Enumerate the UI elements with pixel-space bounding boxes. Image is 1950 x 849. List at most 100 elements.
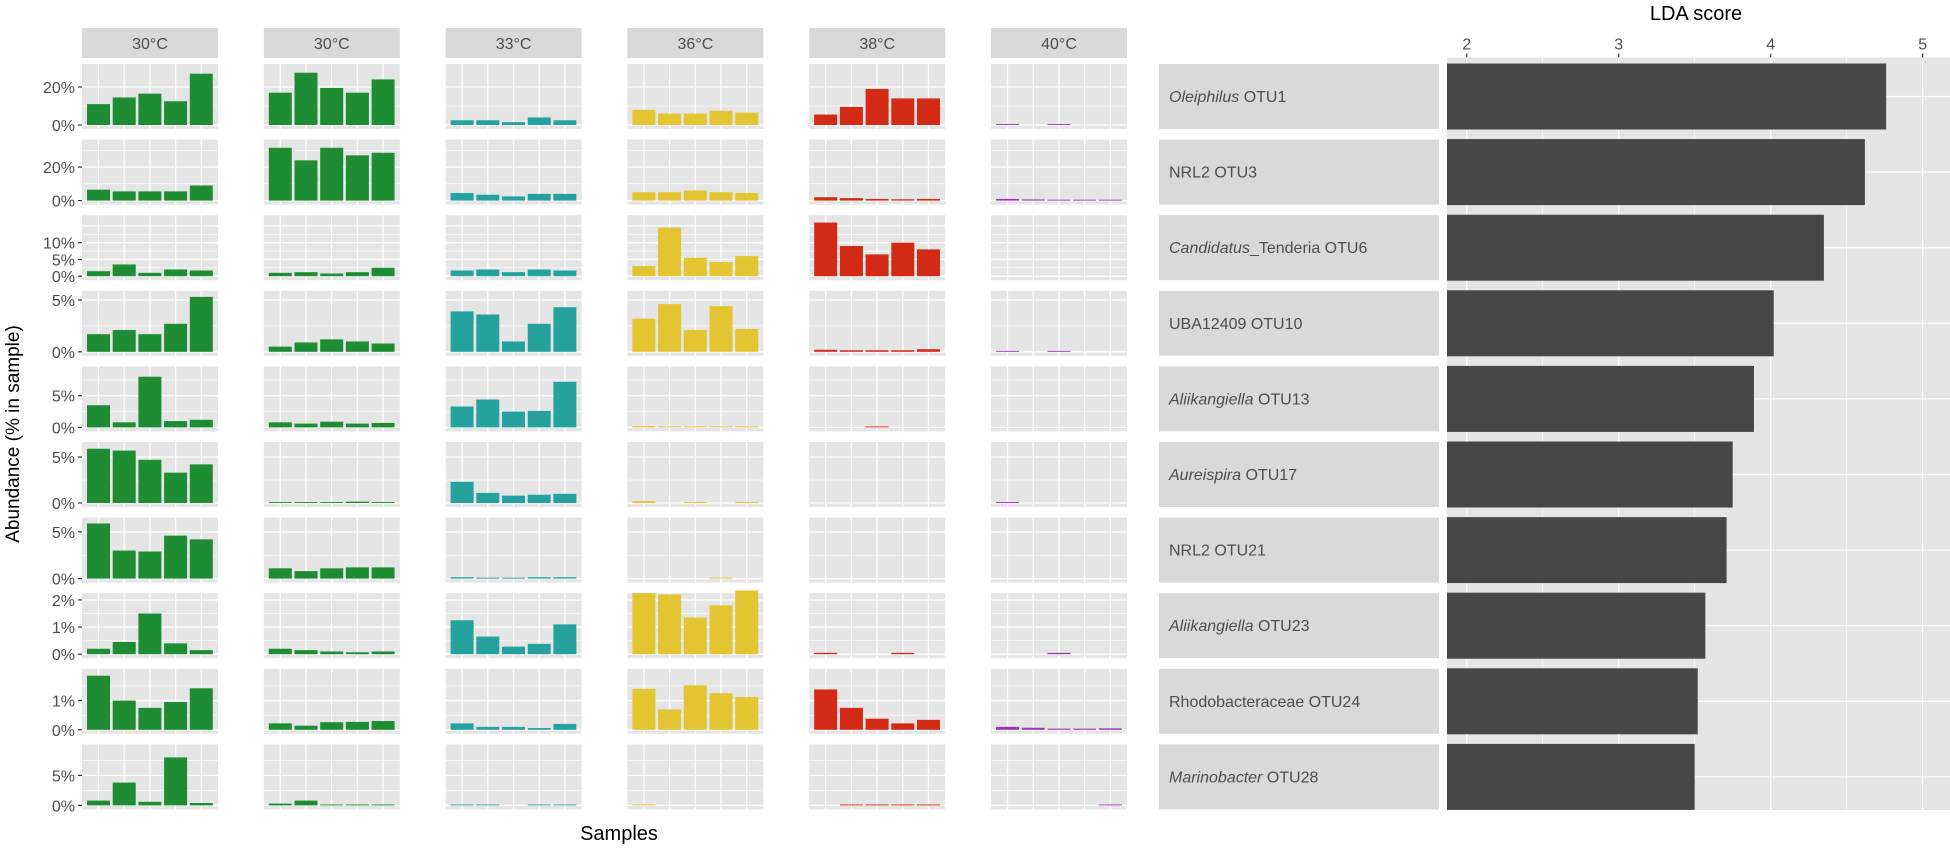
facet-strip-bg (809, 28, 946, 58)
abundance-panel (82, 517, 218, 583)
abundance-bar (112, 422, 136, 428)
abundance-panel (82, 290, 218, 356)
abundance-bar (865, 198, 889, 201)
abundance-bar (527, 323, 551, 352)
abundance-bar (294, 725, 318, 730)
abundance-bar (683, 426, 707, 428)
abundance-bar (138, 191, 162, 201)
abundance-bar (371, 79, 395, 125)
facet-strip: 33°C (445, 28, 582, 58)
abundance-bar (371, 267, 395, 277)
abundance-bar (345, 423, 369, 428)
abundance-bar (87, 675, 110, 730)
abundance-bar (164, 269, 188, 277)
abundance-panel (627, 744, 764, 810)
abundance-bar (709, 577, 733, 579)
abundance-bar (632, 593, 656, 655)
otu-label: Aliikangiella OTU23 (1159, 593, 1439, 659)
abundance-bar (658, 227, 682, 277)
abundance-bar (87, 405, 110, 428)
facet-strip-label: 40°C (1041, 36, 1077, 53)
abundance-panel (809, 139, 946, 205)
facet-strip: 30°C (82, 28, 218, 58)
abundance-bar (553, 723, 577, 730)
abundance-bar (1047, 124, 1071, 125)
abundance-bar (87, 523, 110, 579)
abundance-bar (320, 651, 344, 655)
abundance-bar (814, 689, 838, 730)
facet-strip: 30°C (263, 28, 400, 58)
y-tick-label: 0% (52, 496, 75, 513)
abundance-bar (735, 112, 759, 125)
abundance-bar (371, 651, 395, 655)
abundance-bar (345, 272, 369, 277)
abundance-bar (814, 197, 838, 201)
abundance-panel (445, 366, 582, 432)
abundance-bar (553, 624, 577, 655)
abundance-bar (268, 803, 292, 806)
abundance-bar (632, 266, 656, 277)
abundance-bar (450, 120, 474, 125)
facet-strip-bg (991, 28, 1127, 58)
abundance-bar (112, 550, 136, 579)
abundance-bar (87, 648, 110, 655)
abundance-bar (839, 350, 863, 352)
abundance-bar (683, 113, 707, 125)
abundance-bar (138, 272, 162, 277)
abundance-bar (294, 423, 318, 428)
y-tick-label: 0% (52, 647, 75, 664)
abundance-bar (502, 495, 525, 503)
abundance-panel (263, 593, 400, 659)
facet-strip-label: 30°C (132, 36, 168, 53)
abundance-bar (709, 693, 733, 730)
abundance-bar (476, 399, 500, 428)
abundance-bar (87, 800, 110, 806)
abundance-bar (450, 311, 474, 352)
abundance-panel (82, 593, 218, 659)
abundance-bar (345, 804, 369, 806)
abundance-bar (112, 641, 136, 655)
y-tick-label: 0% (52, 572, 75, 589)
abundance-panel (263, 366, 400, 432)
abundance-bar (1047, 652, 1071, 655)
abundance-bar (268, 568, 292, 579)
lda-panel: 2 3 4 5 (1447, 37, 1950, 810)
abundance-bar (632, 804, 656, 806)
abundance-panel (445, 668, 582, 734)
otu-id: OTU1 (1239, 89, 1286, 106)
abundance-bar (189, 270, 213, 277)
abundance-bar (865, 426, 889, 428)
abundance-bar (476, 577, 500, 579)
abundance-bar (1098, 199, 1122, 201)
abundance-bar (658, 709, 682, 730)
abundance-bar (294, 160, 318, 201)
abundance-bar (502, 196, 525, 201)
abundance-panel (627, 590, 764, 659)
otu-id: _Tenderia OTU6 (1249, 240, 1367, 257)
abundance-bar (632, 109, 656, 125)
abundance-bar (112, 97, 136, 125)
abundance-bar (839, 804, 863, 806)
abundance-panel (263, 64, 400, 129)
abundance-bar (996, 198, 1019, 201)
otu-row: 0% 5% (52, 366, 1127, 437)
abundance-bar (450, 193, 474, 201)
abundance-panel (445, 517, 582, 583)
facet-strip-label: 38°C (859, 36, 895, 53)
y-tick-label: 5% (52, 389, 75, 406)
facet-strip-bg (627, 28, 764, 58)
abundance-bar (112, 700, 136, 730)
abundance-bar (268, 272, 292, 277)
y-tick-label: 1% (52, 694, 75, 711)
abundance-bar (891, 723, 915, 730)
abundance-bar (476, 120, 500, 125)
abundance-bar (735, 193, 759, 201)
abundance-bar (189, 419, 213, 428)
otu-id: OTU28 (1262, 769, 1318, 786)
abundance-bar (839, 707, 863, 730)
abundance-bar (164, 757, 188, 806)
abundance-bar (371, 567, 395, 579)
abundance-bar (87, 271, 110, 277)
abundance-bar (476, 194, 500, 201)
facet-strip-bg (445, 28, 582, 58)
